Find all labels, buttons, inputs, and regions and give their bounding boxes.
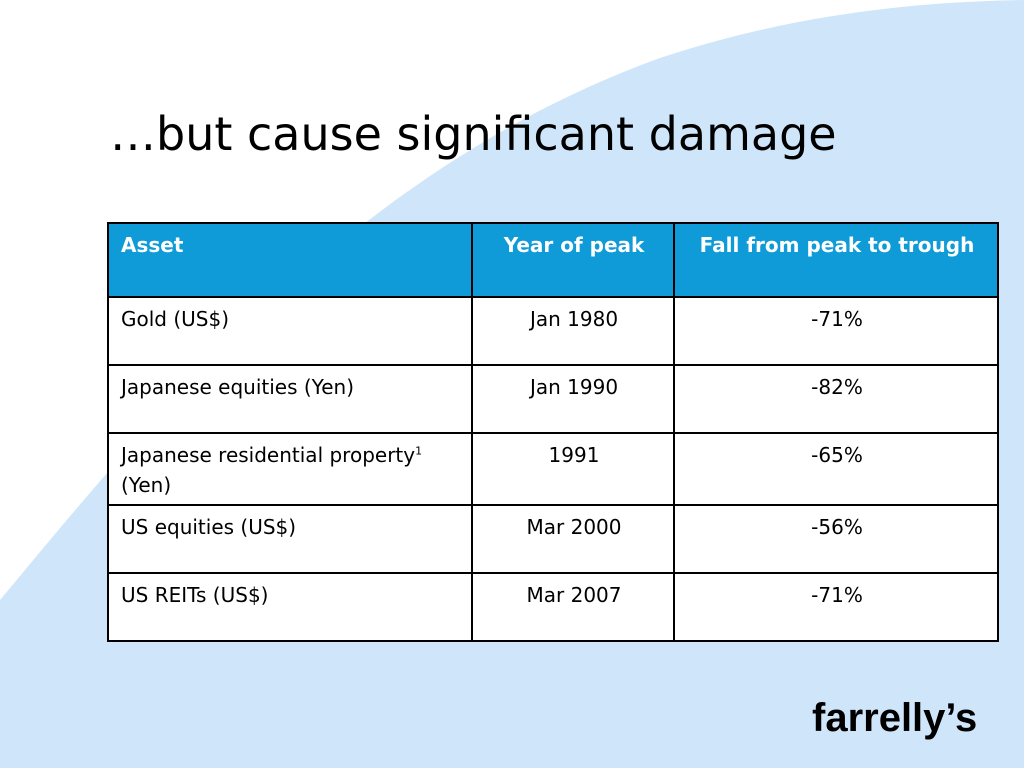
slide-title: …but cause significant damage <box>110 107 837 161</box>
asset-cell: Japanese residential property1 (Yen) <box>107 432 473 506</box>
year-cell: 1991 <box>471 432 675 506</box>
table-row: Gold (US$) Jan 1980 -71% <box>107 296 999 366</box>
table-row: Japanese residential property1 (Yen) 199… <box>107 432 999 506</box>
asset-decline-table: Asset Year of peak Fall from peak to tro… <box>107 222 999 642</box>
year-cell: Jan 1990 <box>471 364 675 434</box>
header-fall-peak-to-trough: Fall from peak to trough <box>673 222 999 298</box>
header-year-of-peak: Year of peak <box>471 222 675 298</box>
asset-cell: US equities (US$) <box>107 504 473 574</box>
fall-cell: -71% <box>673 296 999 366</box>
asset-cell: Japanese equities (Yen) <box>107 364 473 434</box>
year-cell: Jan 1980 <box>471 296 675 366</box>
asset-name: Japanese residential property <box>121 443 416 467</box>
asset-cell: US REITs (US$) <box>107 572 473 642</box>
year-cell: Mar 2007 <box>471 572 675 642</box>
table-row: US equities (US$) Mar 2000 -56% <box>107 504 999 574</box>
footnote-marker: 1 <box>415 444 423 458</box>
header-asset: Asset <box>107 222 473 298</box>
asset-currency: (Yen) <box>121 473 172 497</box>
fall-cell: -56% <box>673 504 999 574</box>
table-row: Japanese equities (Yen) Jan 1990 -82% <box>107 364 999 434</box>
year-cell: Mar 2000 <box>471 504 675 574</box>
table-header-row: Asset Year of peak Fall from peak to tro… <box>107 222 999 298</box>
fall-cell: -71% <box>673 572 999 642</box>
fall-cell: -82% <box>673 364 999 434</box>
table-row: US REITs (US$) Mar 2007 -71% <box>107 572 999 642</box>
fall-cell: -65% <box>673 432 999 506</box>
brand-logo-text: farrelly’s <box>812 696 978 740</box>
asset-cell: Gold (US$) <box>107 296 473 366</box>
